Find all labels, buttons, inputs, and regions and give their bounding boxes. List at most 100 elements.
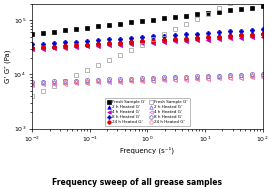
- Fresh Sample G″: [118, 54, 122, 56]
- Fresh Sample G″: [75, 74, 78, 77]
- 4 h Heated G″: [85, 82, 89, 84]
- Fresh Sample G″: [129, 49, 133, 51]
- 4 h Heated G’: [140, 42, 144, 44]
- 24 h Heated G’: [184, 37, 188, 40]
- Fresh Sample G″: [195, 18, 198, 20]
- Fresh Sample G’: [162, 17, 165, 19]
- 8 h Heated G″: [206, 75, 209, 77]
- 24 h Heated G″: [250, 75, 253, 77]
- 8 h Heated G″: [31, 81, 34, 83]
- 8 h Heated G’: [107, 38, 111, 40]
- Fresh Sample G″: [31, 95, 34, 97]
- 2 h Heated G’: [173, 37, 177, 39]
- 4 h Heated G’: [217, 38, 220, 40]
- 2 h Heated G″: [96, 79, 100, 81]
- 4 h Heated G″: [261, 76, 264, 78]
- Fresh Sample G’: [31, 33, 34, 36]
- Y-axis label: G’ G″ (Pa): G’ G″ (Pa): [4, 50, 11, 83]
- Fresh Sample G’: [239, 8, 242, 10]
- 8 h Heated G’: [162, 35, 165, 37]
- 2 h Heated G″: [228, 74, 232, 77]
- 24 h Heated G″: [64, 81, 67, 84]
- 24 h Heated G’: [107, 42, 111, 44]
- Fresh Sample G’: [184, 15, 188, 17]
- 2 h Heated G’: [52, 44, 56, 46]
- 24 h Heated G″: [31, 82, 34, 85]
- X-axis label: Frequency (s⁻¹): Frequency (s⁻¹): [120, 147, 174, 154]
- 8 h Heated G’: [173, 34, 177, 36]
- 4 h Heated G’: [129, 43, 133, 45]
- Fresh Sample G″: [107, 59, 111, 61]
- 4 h Heated G’: [107, 44, 111, 46]
- Fresh Sample G″: [217, 7, 220, 10]
- 8 h Heated G’: [41, 43, 45, 45]
- 24 h Heated G″: [162, 78, 165, 80]
- 24 h Heated G’: [206, 36, 209, 38]
- 4 h Heated G″: [31, 84, 34, 86]
- Fresh Sample G’: [217, 11, 220, 13]
- 2 h Heated G’: [64, 43, 67, 46]
- 2 h Heated G’: [41, 45, 45, 47]
- 4 h Heated G’: [195, 39, 198, 41]
- Fresh Sample G″: [41, 90, 45, 92]
- 2 h Heated G″: [85, 80, 89, 82]
- 8 h Heated G’: [239, 30, 242, 32]
- 2 h Heated G″: [64, 81, 67, 83]
- 24 h Heated G’: [173, 38, 177, 40]
- 8 h Heated G’: [151, 35, 155, 38]
- Fresh Sample G’: [140, 20, 144, 22]
- Fresh Sample G″: [184, 23, 188, 25]
- 2 h Heated G’: [250, 32, 253, 34]
- 4 h Heated G’: [250, 36, 253, 38]
- 4 h Heated G″: [184, 78, 188, 81]
- 2 h Heated G’: [140, 39, 144, 41]
- 2 h Heated G″: [162, 77, 165, 79]
- 2 h Heated G’: [107, 41, 111, 43]
- 24 h Heated G’: [228, 35, 232, 37]
- 24 h Heated G″: [195, 77, 198, 79]
- 8 h Heated G″: [162, 76, 165, 79]
- 4 h Heated G″: [195, 78, 198, 80]
- 4 h Heated G’: [184, 40, 188, 42]
- 4 h Heated G’: [206, 39, 209, 41]
- 2 h Heated G″: [184, 76, 188, 78]
- 24 h Heated G’: [250, 33, 253, 36]
- Line: Fresh Sample G’: Fresh Sample G’: [30, 4, 265, 36]
- 24 h Heated G’: [75, 44, 78, 46]
- 4 h Heated G″: [41, 83, 45, 85]
- 2 h Heated G″: [140, 78, 144, 80]
- Fresh Sample G’: [261, 5, 264, 8]
- 2 h Heated G″: [250, 74, 253, 76]
- 24 h Heated G″: [261, 75, 264, 77]
- Line: 24 h Heated G’: 24 h Heated G’: [30, 32, 265, 50]
- 8 h Heated G″: [250, 73, 253, 75]
- 2 h Heated G″: [31, 82, 34, 84]
- 2 h Heated G’: [184, 36, 188, 38]
- Line: 8 h Heated G″: 8 h Heated G″: [30, 72, 265, 84]
- Fresh Sample G’: [118, 23, 122, 25]
- 2 h Heated G″: [151, 77, 155, 79]
- 24 h Heated G″: [96, 80, 100, 83]
- 8 h Heated G″: [195, 75, 198, 77]
- 2 h Heated G″: [75, 80, 78, 82]
- 8 h Heated G’: [206, 32, 209, 34]
- 8 h Heated G″: [217, 74, 220, 77]
- 8 h Heated G″: [64, 80, 67, 82]
- 2 h Heated G″: [107, 79, 111, 81]
- 4 h Heated G″: [52, 83, 56, 85]
- 8 h Heated G’: [85, 40, 89, 42]
- 2 h Heated G’: [228, 33, 232, 36]
- 24 h Heated G’: [151, 40, 155, 42]
- 4 h Heated G’: [85, 45, 89, 48]
- 4 h Heated G’: [52, 47, 56, 49]
- 24 h Heated G″: [239, 76, 242, 78]
- 4 h Heated G’: [162, 41, 165, 43]
- 8 h Heated G″: [75, 80, 78, 82]
- 4 h Heated G″: [162, 79, 165, 81]
- Fresh Sample G’: [206, 12, 209, 14]
- 8 h Heated G″: [239, 74, 242, 76]
- 2 h Heated G’: [239, 33, 242, 35]
- 24 h Heated G″: [173, 78, 177, 80]
- 4 h Heated G″: [107, 81, 111, 83]
- 2 h Heated G’: [31, 45, 34, 48]
